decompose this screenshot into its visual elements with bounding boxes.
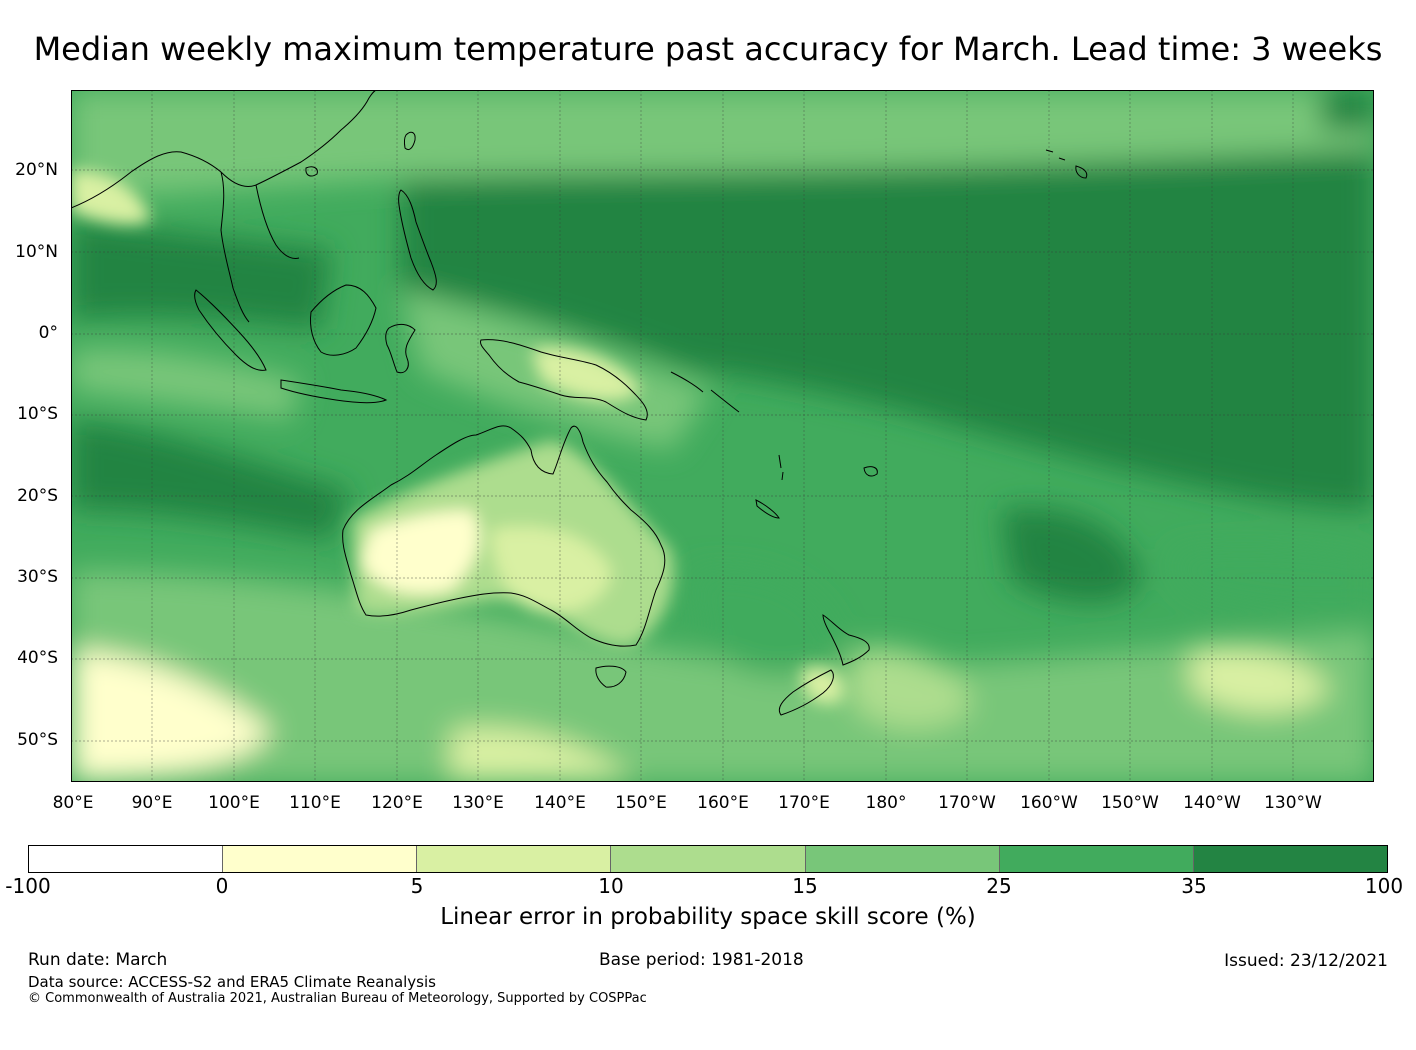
hainan-coast — [305, 166, 318, 177]
fiji-coast — [863, 466, 878, 477]
lat-label-30s: 30°S — [17, 567, 58, 587]
colorbar-segment — [611, 846, 806, 872]
lon-label-150w: 150°W — [1101, 793, 1159, 813]
map-title: Median weekly maximum temperature past a… — [33, 30, 1383, 68]
lat-label-10n: 10°N — [15, 242, 58, 262]
lon-label-150e: 150°E — [615, 793, 667, 813]
tasmania-coast — [595, 665, 627, 688]
lat-label-20n: 20°N — [15, 160, 58, 180]
colorbar-tick: 15 — [792, 874, 818, 898]
lat-label-40s: 40°S — [17, 648, 58, 668]
lon-label-180: 180° — [865, 793, 907, 813]
colorbar-segment — [805, 846, 1000, 872]
colorbar-tick: 0 — [215, 874, 229, 898]
skill-score-map — [71, 90, 1374, 782]
colorbar-segment — [223, 846, 418, 872]
lon-label-170e: 170°E — [778, 793, 830, 813]
colorbar-tick: 5 — [410, 874, 424, 898]
java-coast — [280, 379, 388, 404]
lon-label-90e: 90°E — [131, 793, 173, 813]
lon-label-130e: 130°E — [452, 793, 504, 813]
new-caledonia-coast — [755, 499, 780, 519]
new-zealand-north-coast — [822, 614, 870, 666]
colorbar-tick: 10 — [598, 874, 624, 898]
lat-label-20s: 20°S — [17, 486, 58, 506]
graticule — [71, 90, 1374, 782]
lat-label-0: 0° — [38, 323, 58, 343]
vanuatu-coast — [778, 454, 784, 481]
lon-label-100e: 100°E — [208, 793, 260, 813]
colorbar-segment — [417, 846, 612, 872]
lon-label-110e: 110°E — [289, 793, 341, 813]
taiwan-coast — [403, 131, 416, 151]
colorbar — [28, 845, 1388, 873]
lon-label-130w: 130°W — [1264, 793, 1322, 813]
philippines-coast — [398, 189, 437, 291]
lon-label-140w: 140°W — [1183, 793, 1241, 813]
issued-date: Issued: 23/12/2021 — [1224, 951, 1388, 971]
colorbar-tick: 100 — [1364, 874, 1404, 898]
hawaii-coast — [1045, 149, 1088, 179]
colorbar-segment — [1193, 846, 1387, 872]
skill-field — [71, 90, 1374, 782]
solomon-islands-coast — [670, 371, 740, 413]
map-frame — [71, 90, 1374, 782]
lon-label-80e: 80°E — [52, 793, 94, 813]
colorbar-label: Linear error in probability space skill … — [440, 904, 976, 930]
colorbar-tick: -100 — [5, 874, 51, 898]
new-zealand-south-coast — [778, 669, 834, 716]
copyright: © Commonwealth of Australia 2021, Austra… — [28, 991, 647, 1006]
run-date: Run date: March — [28, 950, 168, 970]
colorbar-segment — [29, 846, 224, 872]
colorbar-segment — [999, 846, 1194, 872]
lat-label-50s: 50°S — [17, 730, 58, 750]
lon-label-170w: 170°W — [938, 793, 996, 813]
lon-label-120e: 120°E — [371, 793, 423, 813]
coastlines — [71, 90, 1088, 716]
borneo-coast — [310, 284, 377, 356]
lon-label-160w: 160°W — [1020, 793, 1078, 813]
southeast-asia-coast — [71, 90, 378, 323]
colorbar-tick: 25 — [986, 874, 1012, 898]
lon-label-160e: 160°E — [697, 793, 749, 813]
new-guinea-coast — [480, 339, 648, 421]
sumatra-coast — [194, 289, 267, 371]
colorbar-tick: 35 — [1181, 874, 1207, 898]
lat-label-10s: 10°S — [17, 404, 58, 424]
lon-label-140e: 140°E — [534, 793, 586, 813]
australia-field — [71, 170, 844, 704]
australia-coast — [342, 425, 666, 647]
base-period: Base period: 1981-2018 — [599, 950, 804, 970]
data-source: Data source: ACCESS-S2 and ERA5 Climate … — [28, 973, 436, 991]
sulawesi-coast — [385, 323, 416, 374]
